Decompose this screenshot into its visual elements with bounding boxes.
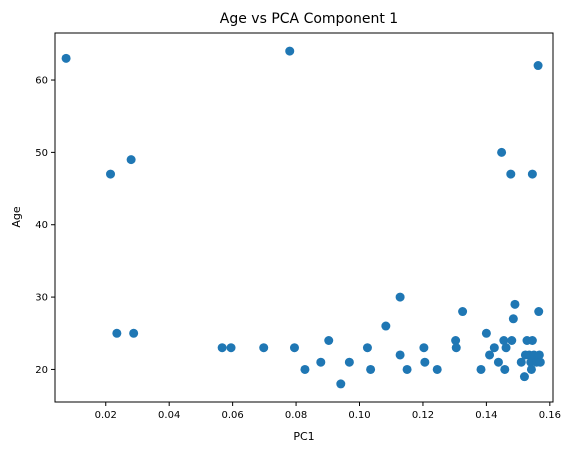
- data-point: [499, 336, 509, 345]
- data-point: [259, 343, 269, 353]
- data-point: [519, 372, 529, 382]
- data-point: [501, 343, 511, 353]
- x-tick-label: 0.10: [348, 410, 370, 421]
- data-point: [106, 169, 116, 179]
- points-layer: [61, 46, 545, 389]
- data-point: [61, 53, 71, 63]
- x-tick-label: 0.04: [158, 410, 180, 421]
- data-point: [481, 328, 491, 338]
- data-point: [497, 147, 507, 157]
- data-point: [476, 364, 486, 374]
- data-point: [510, 299, 520, 309]
- chart-title: Age vs PCA Component 1: [220, 11, 398, 27]
- data-point: [395, 350, 405, 360]
- data-point: [300, 364, 310, 374]
- data-point: [217, 343, 227, 353]
- data-point: [226, 343, 236, 353]
- plot-frame: [54, 32, 554, 403]
- data-point: [451, 336, 461, 345]
- data-point: [485, 350, 495, 360]
- data-point: [336, 379, 346, 389]
- x-axis: 0.02 0.04 0.06 0.08 0.10 0.12 0.14 0.16: [95, 402, 561, 421]
- y-tick-label: 60: [35, 76, 48, 87]
- data-point: [432, 364, 442, 374]
- data-point: [508, 314, 518, 324]
- x-tick-label: 0.14: [475, 410, 497, 421]
- data-point: [493, 357, 503, 367]
- data-point: [516, 357, 526, 367]
- y-tick-label: 40: [35, 220, 48, 231]
- data-point: [506, 169, 516, 179]
- data-point: [112, 328, 122, 338]
- data-point: [362, 343, 372, 353]
- data-point: [395, 292, 405, 302]
- x-tick-label: 0.06: [221, 410, 243, 421]
- y-tick-label: 30: [35, 293, 48, 304]
- data-point: [126, 155, 136, 165]
- data-point: [316, 357, 326, 367]
- data-point: [366, 364, 376, 374]
- data-point: [129, 328, 139, 338]
- x-axis-label: PC1: [293, 430, 314, 443]
- data-point: [285, 46, 295, 56]
- data-point: [534, 350, 544, 360]
- y-tick-label: 20: [35, 365, 48, 376]
- data-point: [451, 343, 461, 353]
- x-tick-label: 0.16: [539, 410, 561, 421]
- data-point: [500, 364, 510, 374]
- data-point: [324, 336, 334, 345]
- x-tick-label: 0.08: [285, 410, 307, 421]
- data-point: [419, 343, 429, 353]
- data-point: [507, 336, 517, 345]
- data-point: [402, 364, 412, 374]
- data-point: [533, 61, 543, 71]
- data-point: [534, 307, 544, 317]
- y-axis: 20 30 40 50 60: [35, 76, 55, 376]
- data-point: [527, 336, 537, 345]
- data-point: [420, 357, 430, 367]
- y-tick-label: 50: [35, 148, 48, 159]
- data-point: [535, 357, 545, 367]
- data-point: [526, 364, 536, 374]
- data-point: [381, 321, 391, 331]
- x-tick-label: 0.02: [95, 410, 117, 421]
- x-tick-label: 0.12: [412, 410, 434, 421]
- data-point: [527, 169, 537, 179]
- data-point: [489, 343, 499, 353]
- y-axis-label: Age: [10, 206, 23, 228]
- data-point: [289, 343, 299, 353]
- data-point: [458, 307, 468, 317]
- data-point: [344, 357, 354, 367]
